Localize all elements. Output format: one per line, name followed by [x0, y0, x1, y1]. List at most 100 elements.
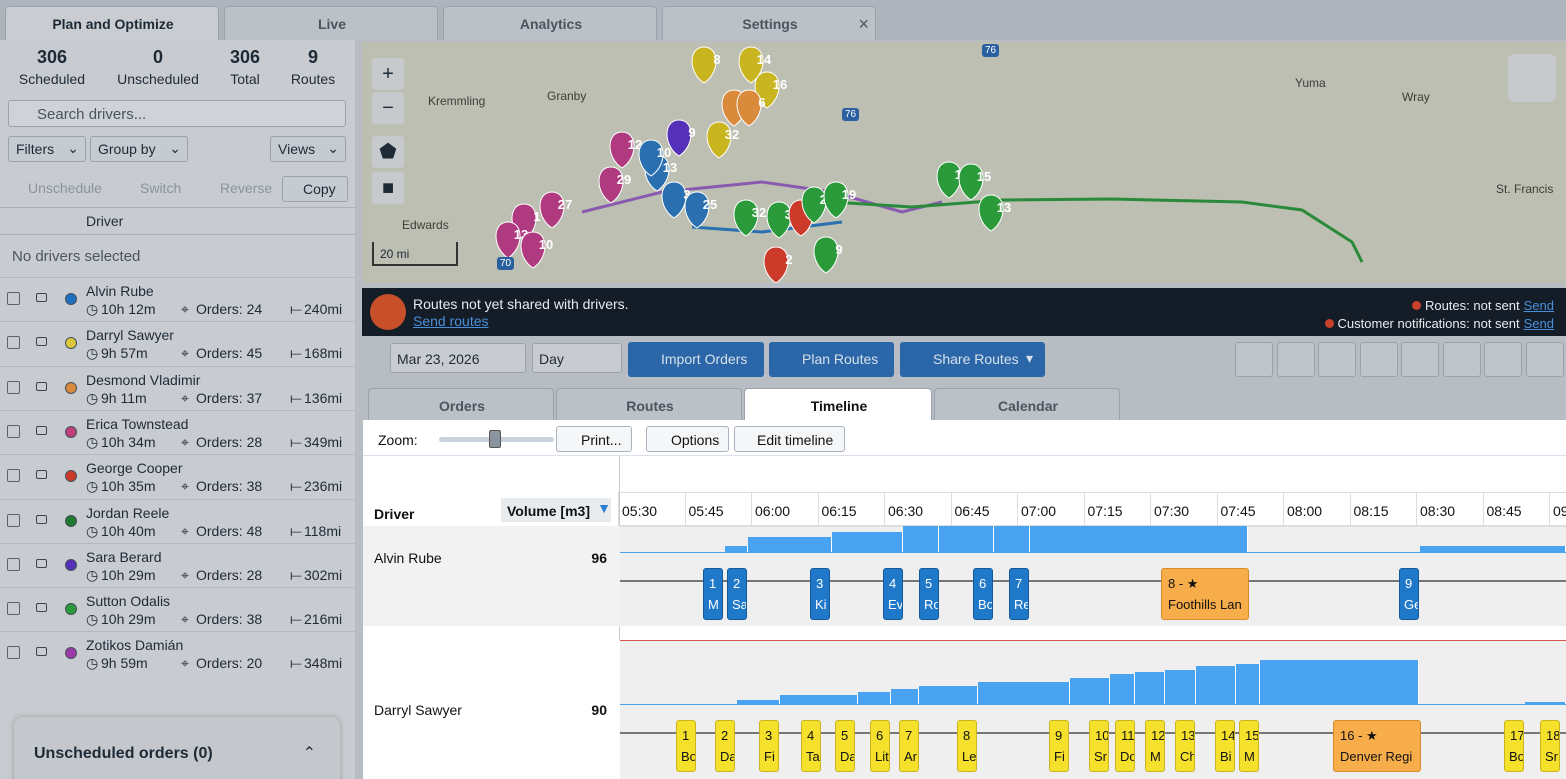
icon-button[interactable]: [1276, 342, 1315, 377]
timeline-button[interactable]: Print...: [556, 426, 632, 452]
map-marker[interactable]: 3: [661, 181, 691, 219]
tab[interactable]: Settings ×: [662, 6, 876, 40]
map-marker[interactable]: 32: [706, 121, 739, 159]
unscheduled-panel[interactable]: Unscheduled orders (0) ⌃: [14, 717, 340, 779]
stop-block[interactable]: 13 Ch: [1175, 720, 1195, 772]
toolbar-button[interactable]: Share Routes ▾: [900, 342, 1045, 377]
stop-block[interactable]: 8 Le: [957, 720, 977, 772]
driver-row[interactable]: Desmond Vladimir ◷ 9h 11m ⌖ Orders: 37 ⟝ 136mi: [0, 365, 355, 410]
driver-row[interactable]: Alvin Rube ◷ 10h 12m ⌖ Orders: 24 ⟝ 240mi: [0, 277, 355, 321]
map-marker[interactable]: 14: [738, 46, 772, 84]
icon-button[interactable]: [1235, 342, 1273, 377]
stop-block[interactable]: 15 M: [1239, 720, 1259, 772]
stop-block[interactable]: 3 Ki: [810, 568, 830, 620]
checkbox[interactable]: [7, 380, 20, 394]
toolbar-button[interactable]: Plan Routes: [769, 342, 894, 377]
stop-block[interactable]: 5 Da: [835, 720, 855, 772]
stop-block[interactable]: 11 Do: [1115, 720, 1135, 772]
map-marker[interactable]: 8: [691, 46, 721, 84]
map-control[interactable]: −: [372, 92, 404, 124]
map-marker[interactable]: 6: [736, 89, 766, 127]
stop-block[interactable]: 9 Fi: [1049, 720, 1069, 772]
map-marker[interactable]: 25: [684, 191, 717, 229]
dropdown[interactable]: Group by ⌄: [90, 136, 188, 162]
checkbox[interactable]: [7, 424, 20, 438]
driver-row[interactable]: Sara Berard ◷ 10h 29m ⌖ Orders: 28 ⟝ 302mi: [0, 542, 355, 587]
action-button[interactable]: Unschedule: [4, 176, 110, 202]
stop-block[interactable]: 10 Sr: [1089, 720, 1109, 772]
icon-button[interactable]: [1401, 342, 1439, 377]
icon-button[interactable]: [1442, 342, 1481, 377]
map-marker[interactable]: 19: [823, 181, 856, 219]
map-marker[interactable]: 9: [666, 119, 696, 157]
stop-block[interactable]: 3 Fi: [759, 720, 779, 772]
view-select[interactable]: Day: [532, 343, 622, 373]
driver-row[interactable]: Erica Townstead ◷ 10h 34m ⌖ Orders: 28 ⟝ 349mi: [0, 409, 355, 454]
stop-block[interactable]: 17 Bo: [1504, 720, 1524, 772]
status-action[interactable]: Send: [1523, 297, 1554, 313]
icon-button[interactable]: [1484, 342, 1522, 377]
stop-block[interactable]: 6 Lit: [870, 720, 890, 772]
banner-link[interactable]: Send routes: [413, 313, 489, 329]
date-picker[interactable]: Mar 23, 2026: [390, 343, 526, 373]
timeline-button[interactable]: Options: [646, 426, 729, 452]
map-marker[interactable]: 9: [813, 236, 843, 274]
stop-block[interactable]: 9 Ge: [1399, 568, 1419, 620]
checkbox[interactable]: [7, 557, 20, 571]
stop-block[interactable]: 14 Bi: [1215, 720, 1235, 772]
driver-row[interactable]: George Cooper ◷ 10h 35m ⌖ Orders: 38 ⟝ 236mi: [0, 454, 355, 498]
map-marker[interactable]: 27: [539, 191, 572, 229]
stop-block[interactable]: 12 M: [1145, 720, 1165, 772]
checkbox[interactable]: [7, 469, 20, 483]
map-marker[interactable]: 10: [638, 139, 671, 177]
stop-block[interactable]: 18 Sr: [1540, 720, 1560, 772]
checkbox[interactable]: [7, 602, 20, 616]
checkbox[interactable]: [7, 513, 20, 527]
stop-block[interactable]: 2 Sa: [727, 568, 747, 620]
map-marker[interactable]: 12: [609, 131, 642, 169]
stop-block[interactable]: 2 Da: [715, 720, 735, 772]
dropdown[interactable]: Views ⌄: [270, 136, 346, 162]
stop-block[interactable]: 7 Re: [1009, 568, 1029, 620]
map-control[interactable]: ■: [372, 172, 404, 204]
checkbox[interactable]: [7, 292, 20, 305]
stop-block[interactable]: 5 Ro: [919, 568, 939, 620]
stop-block[interactable]: 7 Ar: [899, 720, 919, 772]
map-marker[interactable]: 32: [733, 199, 766, 237]
subtab[interactable]: Routes: [556, 388, 742, 420]
tab[interactable]: Live: [224, 6, 438, 40]
checkbox[interactable]: [7, 646, 20, 660]
map-marker[interactable]: 16: [754, 71, 787, 109]
subtab[interactable]: Orders: [368, 388, 554, 420]
toolbar-button[interactable]: Import Orders: [628, 342, 764, 377]
subtab[interactable]: Calendar: [934, 388, 1120, 420]
zoom-handle[interactable]: [489, 430, 501, 448]
action-button[interactable]: Switch: [116, 176, 188, 202]
map-control[interactable]: ⬟: [372, 136, 404, 168]
timeline-button[interactable]: Edit timeline: [734, 426, 845, 452]
tab[interactable]: Plan and Optimize: [5, 6, 219, 40]
stop-block[interactable]: 6 Bo: [973, 568, 993, 620]
driver-row[interactable]: Sutton Odalis ◷ 10h 29m ⌖ Orders: 38 ⟝ 216mi: [0, 587, 355, 631]
map-marker[interactable]: 2: [763, 246, 793, 283]
map-marker[interactable]: 15: [958, 163, 991, 201]
stop-block[interactable]: 8 - ★ Foothills Lan: [1161, 568, 1249, 620]
action-button[interactable]: Copy: [282, 176, 348, 202]
map-marker[interactable]: 13: [978, 194, 1011, 232]
stop-block[interactable]: 4 Ev: [883, 568, 903, 620]
volume-col-header[interactable]: Volume [m3] ▼: [501, 498, 611, 522]
stop-block[interactable]: 4 Ta: [801, 720, 821, 772]
action-button[interactable]: Reverse: [196, 176, 272, 202]
status-action[interactable]: Send: [1523, 315, 1554, 331]
search-box[interactable]: Search drivers...: [8, 100, 346, 127]
checkbox[interactable]: [7, 336, 20, 350]
map-control[interactable]: +: [372, 58, 404, 90]
subtab[interactable]: Timeline: [744, 388, 932, 422]
tab[interactable]: Analytics: [443, 6, 657, 40]
icon-button[interactable]: [1525, 342, 1564, 377]
icon-button[interactable]: [1359, 342, 1398, 377]
driver-row[interactable]: Darryl Sawyer ◷ 9h 57m ⌖ Orders: 45 ⟝ 168mi: [0, 321, 355, 365]
icon-button[interactable]: [1318, 342, 1356, 377]
dropdown[interactable]: Filters ⌄: [8, 136, 86, 162]
